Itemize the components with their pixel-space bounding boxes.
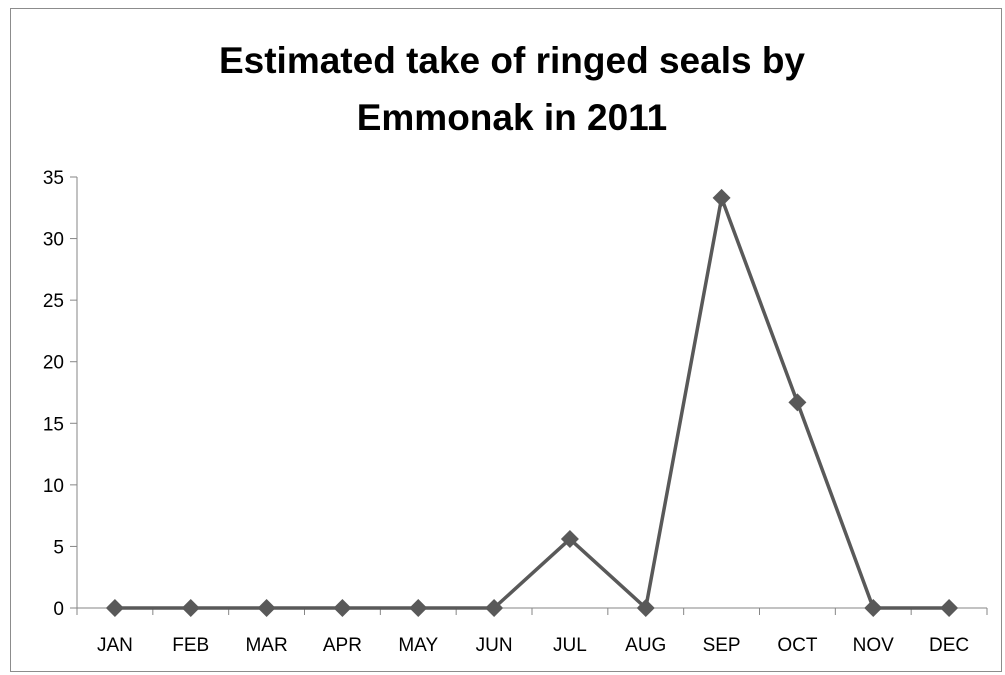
data-point-marker <box>788 393 807 412</box>
data-point-marker <box>864 599 883 617</box>
y-tick-label: 10 <box>43 476 64 497</box>
data-point-marker <box>485 599 504 617</box>
x-tick-label: DEC <box>929 635 969 656</box>
series-line <box>114 196 950 610</box>
data-point-marker <box>409 599 428 617</box>
x-tick-label: NOV <box>853 635 895 656</box>
data-point-marker <box>560 530 579 549</box>
data-point-marker <box>712 188 731 207</box>
x-tick-label: MAR <box>245 635 287 656</box>
x-tick-label: AUG <box>625 635 666 656</box>
y-tick-label: 0 <box>53 599 64 620</box>
y-tick-label: 35 <box>43 168 64 189</box>
data-point-marker <box>105 599 124 617</box>
x-axis-ticks: JAN FEB MAR APR MAY JUN JUL AUG SEP OCT NOV DEC <box>76 608 988 656</box>
y-tick-label: 25 <box>43 291 64 312</box>
y-tick-label: 5 <box>53 537 64 558</box>
x-tick-label: JUN <box>476 635 513 656</box>
data-point-marker <box>636 599 655 617</box>
x-tick-label: FEB <box>172 635 209 656</box>
data-point-marker <box>333 599 352 617</box>
x-tick-label: APR <box>323 635 362 656</box>
data-point-marker <box>940 599 959 617</box>
x-tick-label: JUL <box>553 635 587 656</box>
x-tick-label: SEP <box>703 635 741 656</box>
data-point-marker <box>257 599 276 617</box>
data-point-marker <box>181 599 200 617</box>
chart-title-line-2: Emmonak in 2011 <box>357 97 668 138</box>
chart-title-line-1: Estimated take of ringed seals by <box>219 40 805 81</box>
x-tick-label: MAY <box>398 635 438 656</box>
y-axis-ticks: 0 5 10 15 20 25 30 35 <box>43 168 77 620</box>
y-tick-label: 20 <box>43 353 64 374</box>
x-tick-label: OCT <box>777 635 818 656</box>
x-tick-label: JAN <box>97 635 133 656</box>
chart-frame <box>10 8 1002 672</box>
y-tick-label: 15 <box>43 414 64 435</box>
series-layer <box>105 188 959 617</box>
y-tick-label: 30 <box>43 230 64 251</box>
